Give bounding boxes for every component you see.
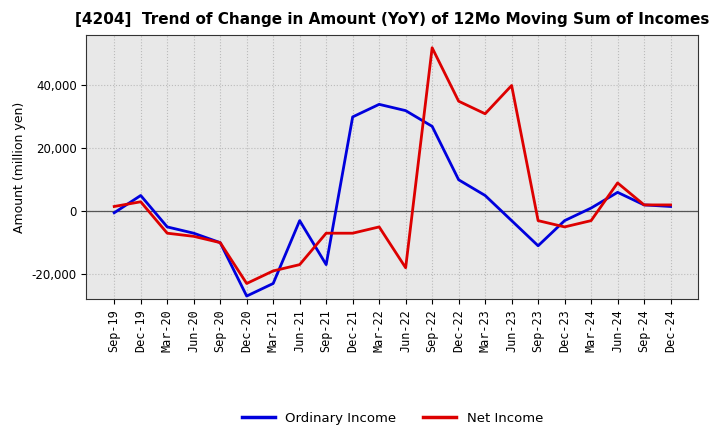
Ordinary Income — [189, 231, 198, 236]
Ordinary Income — [613, 190, 622, 195]
Net Income — [508, 83, 516, 88]
Y-axis label: Amount (million yen): Amount (million yen) — [13, 102, 26, 233]
Title: [4204]  Trend of Change in Amount (YoY) of 12Mo Moving Sum of Incomes: [4204] Trend of Change in Amount (YoY) o… — [75, 12, 710, 27]
Net Income — [666, 202, 675, 208]
Net Income — [189, 234, 198, 239]
Ordinary Income — [243, 293, 251, 299]
Net Income — [348, 231, 357, 236]
Net Income — [136, 199, 145, 205]
Net Income — [401, 265, 410, 271]
Ordinary Income — [508, 218, 516, 223]
Ordinary Income — [401, 108, 410, 113]
Net Income — [269, 268, 277, 274]
Ordinary Income — [534, 243, 542, 249]
Net Income — [481, 111, 490, 117]
Net Income — [216, 240, 225, 245]
Ordinary Income — [587, 205, 595, 211]
Ordinary Income — [163, 224, 171, 230]
Net Income — [163, 231, 171, 236]
Net Income — [295, 262, 304, 267]
Net Income — [560, 224, 569, 230]
Net Income — [587, 218, 595, 223]
Ordinary Income — [269, 281, 277, 286]
Ordinary Income — [136, 193, 145, 198]
Net Income — [534, 218, 542, 223]
Legend: Ordinary Income, Net Income: Ordinary Income, Net Income — [237, 406, 548, 430]
Net Income — [454, 99, 463, 104]
Ordinary Income — [216, 240, 225, 245]
Ordinary Income — [481, 193, 490, 198]
Ordinary Income — [322, 262, 330, 267]
Ordinary Income — [640, 202, 649, 208]
Ordinary Income — [110, 210, 119, 216]
Net Income — [428, 45, 436, 51]
Ordinary Income — [348, 114, 357, 120]
Ordinary Income — [375, 102, 384, 107]
Ordinary Income — [454, 177, 463, 183]
Line: Net Income: Net Income — [114, 48, 670, 283]
Ordinary Income — [560, 218, 569, 223]
Net Income — [613, 180, 622, 186]
Ordinary Income — [295, 218, 304, 223]
Ordinary Income — [666, 204, 675, 209]
Net Income — [322, 231, 330, 236]
Ordinary Income — [428, 124, 436, 129]
Net Income — [110, 204, 119, 209]
Net Income — [243, 281, 251, 286]
Net Income — [375, 224, 384, 230]
Net Income — [640, 202, 649, 208]
Line: Ordinary Income: Ordinary Income — [114, 104, 670, 296]
